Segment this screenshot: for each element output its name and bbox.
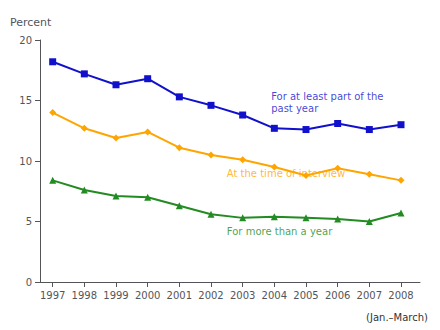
svg-text:10: 10	[19, 156, 32, 167]
svg-text:Percent: Percent	[10, 16, 52, 29]
svg-text:For at least part of the: For at least part of the	[271, 91, 383, 102]
svg-text:For more than a year: For more than a year	[227, 226, 333, 237]
svg-text:2000: 2000	[135, 290, 160, 301]
svg-text:2002: 2002	[198, 290, 223, 301]
svg-text:past year: past year	[271, 103, 319, 114]
svg-text:1997: 1997	[40, 290, 65, 301]
svg-text:1999: 1999	[103, 290, 128, 301]
svg-text:2006: 2006	[325, 290, 350, 301]
svg-text:2001: 2001	[167, 290, 192, 301]
svg-text:(Jan.–March): (Jan.–March)	[366, 312, 428, 323]
svg-text:15: 15	[19, 95, 32, 106]
svg-text:2005: 2005	[293, 290, 318, 301]
svg-text:2004: 2004	[262, 290, 287, 301]
svg-text:0: 0	[26, 277, 32, 288]
svg-text:2003: 2003	[230, 290, 255, 301]
svg-text:20: 20	[19, 35, 32, 46]
svg-text:2008: 2008	[388, 290, 413, 301]
svg-text:1998: 1998	[72, 290, 97, 301]
svg-text:At the time of interview: At the time of interview	[227, 168, 345, 179]
svg-text:2007: 2007	[357, 290, 382, 301]
svg-text:5: 5	[26, 216, 32, 227]
